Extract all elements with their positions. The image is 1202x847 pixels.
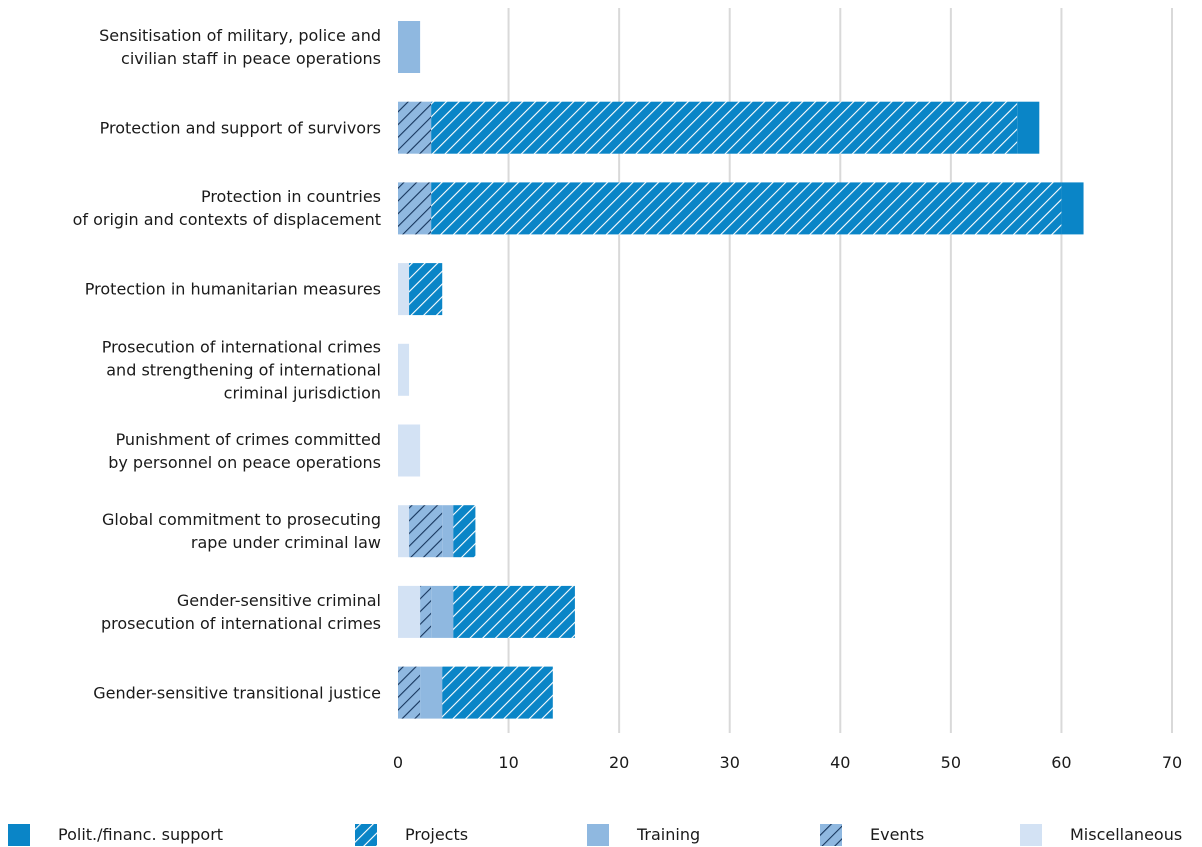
- x-tick-label: 30: [720, 753, 740, 772]
- bar-segment: [398, 182, 432, 235]
- bar-segment: [398, 263, 410, 316]
- legend-swatch: [8, 824, 30, 846]
- bar-segment: [398, 101, 432, 154]
- legend-swatch: [1020, 824, 1042, 846]
- x-tick-label: 0: [393, 753, 403, 772]
- y-tick-label: Protection in humanitarian measures: [84, 279, 381, 299]
- bar-segment: [398, 505, 410, 558]
- bar-segment: [398, 21, 421, 73]
- bar-segment: [398, 585, 421, 638]
- x-tick-label: 60: [1051, 753, 1071, 772]
- bar-segment: [431, 585, 454, 638]
- x-tick-label: 40: [830, 753, 850, 772]
- legend-swatch: [820, 824, 842, 846]
- y-tick-label: Gender-sensitive criminal prosecution of…: [100, 590, 381, 633]
- y-tick-label: Gender-sensitive transitional justice: [93, 683, 381, 703]
- y-tick-label: Prosecution of international crimes and …: [101, 337, 381, 403]
- bar-segment: [431, 101, 1018, 154]
- y-tick-label: Protection and support of survivors: [99, 118, 381, 138]
- y-tick-label: Sensitisation of military, police and ci…: [99, 26, 381, 68]
- bar-segment: [420, 585, 432, 638]
- bar-segment: [453, 585, 575, 638]
- bar-segment: [453, 505, 476, 558]
- legend-label: Events: [870, 825, 924, 844]
- y-tick-label: Global commitment to prosecuting rape un…: [102, 510, 381, 553]
- legend-label: Training: [636, 825, 700, 844]
- bar-segment: [1017, 101, 1040, 154]
- bar-segment: [398, 424, 421, 477]
- bar-segment: [409, 505, 443, 558]
- bar-segment: [442, 666, 553, 719]
- y-tick-label: Punishment of crimes committed by person…: [108, 429, 381, 472]
- bar-segment: [420, 666, 443, 719]
- bar-segment: [398, 343, 410, 396]
- bar-segment: [398, 666, 421, 719]
- legend-label: Polit./financ. support: [58, 825, 223, 844]
- legend-label: Miscellaneous: [1070, 825, 1182, 844]
- bar-segment: [1061, 182, 1084, 235]
- legend-swatch: [587, 824, 609, 846]
- bar-segment: [442, 505, 454, 558]
- x-tick-label: 20: [609, 753, 629, 772]
- bar-segment: [409, 263, 443, 316]
- legend-label: Projects: [405, 825, 468, 844]
- legend-swatch: [355, 824, 377, 846]
- y-tick-label: Protection in countries of origin and co…: [72, 187, 381, 230]
- x-tick-label: 10: [498, 753, 518, 772]
- bar-segment: [431, 182, 1062, 235]
- x-tick-label: 50: [941, 753, 961, 772]
- x-tick-label: 70: [1162, 753, 1182, 772]
